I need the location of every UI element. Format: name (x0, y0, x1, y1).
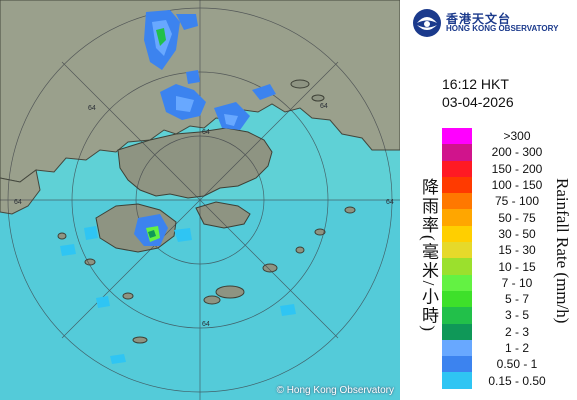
legend-row: >300 (442, 128, 562, 145)
legend-row: 1 - 2 (442, 339, 562, 357)
legend-swatch (442, 372, 472, 389)
legend-range-label: 2 - 3 (504, 324, 529, 339)
legend-range-label: 7 - 10 (501, 275, 533, 290)
legend-swatch (442, 209, 472, 226)
legend-swatch (442, 323, 472, 340)
legend-title-english: Rainfall Rate (mm/h) (553, 178, 572, 324)
legend-swatch (442, 274, 472, 291)
legend-swatch (442, 160, 472, 177)
hko-logo: 香港天文台 HONG KONG OBSERVATORY (412, 8, 558, 38)
legend-range-label: 0.15 - 0.50 (488, 373, 546, 388)
legend-range-label: 75 - 100 (494, 194, 540, 209)
legend-swatch (442, 242, 472, 259)
legend-row: 75 - 100 (442, 193, 562, 210)
legend-swatch (442, 176, 472, 194)
legend-swatch (442, 128, 472, 145)
range-label: 64 (202, 129, 210, 136)
legend-range-label: 1 - 2 (504, 341, 529, 355)
radar-image: 64 64 64 64 64 64 (0, 0, 400, 400)
hko-emblem-icon (413, 9, 441, 37)
range-label: 64 (14, 199, 22, 206)
legend-title-chinese: 降雨率(毫米/小時) (419, 178, 438, 334)
legend-row: 200 - 300 (442, 144, 562, 161)
range-label: 64 (202, 321, 210, 328)
legend-range-label: 15 - 30 (498, 243, 536, 258)
legend-range-label: 50 - 75 (498, 210, 536, 225)
legend-swatch (442, 307, 472, 324)
legend-swatch (442, 193, 472, 210)
range-label: 64 (386, 199, 394, 206)
legend-range-label: 100 - 150 (491, 178, 543, 193)
timestamp: 16:12 HKT 03-04-2026 (442, 76, 514, 111)
legend-swatch (442, 258, 472, 275)
copyright-text: © Hong Kong Observatory (276, 385, 394, 396)
legend-swatch (442, 225, 472, 243)
legend-range-label: 150 - 200 (491, 161, 543, 176)
range-label: 64 (320, 103, 328, 110)
time-label: 16:12 HKT (442, 76, 509, 92)
rain-echoes (60, 10, 296, 364)
legend-range-label: 30 - 50 (498, 226, 536, 241)
radar-map: 64 64 64 64 64 64 (0, 0, 400, 400)
legend-row: 15 - 30 (442, 242, 562, 259)
legend-range-label: >300 (503, 129, 531, 144)
legend-range-label: 3 - 5 (504, 308, 529, 323)
legend-row: 100 - 150 (442, 176, 562, 194)
legend-row: 2 - 3 (442, 323, 562, 340)
legend-swatch (442, 356, 472, 373)
date-label: 03-04-2026 (442, 93, 514, 110)
range-rings (0, 0, 400, 400)
logo-english-name: HONG KONG OBSERVATORY (446, 24, 559, 34)
legend-range-label: 10 - 15 (498, 259, 536, 274)
legend-range-label: 200 - 300 (491, 145, 543, 160)
legend-swatch (442, 290, 472, 308)
legend-row: 3 - 5 (442, 307, 562, 324)
legend-row: 5 - 7 (442, 290, 562, 308)
range-label: 64 (88, 105, 96, 112)
legend-row: 30 - 50 (442, 225, 562, 243)
legend-range-label: 5 - 7 (504, 292, 529, 307)
logo-chinese-name: 香港天文台 (446, 11, 512, 26)
legend-row: 50 - 75 (442, 209, 562, 226)
legend-row: 7 - 10 (442, 274, 562, 291)
legend-range-label: 0.50 - 1 (496, 357, 538, 372)
legend-row: 150 - 200 (442, 160, 562, 177)
western-coast (0, 169, 41, 215)
legend-swatch (442, 144, 472, 161)
hk-island (195, 201, 251, 229)
rainfall-legend: >300 200 - 300 150 - 200 100 - 150 75 - 100 5… (442, 128, 562, 389)
info-panel: 香港天文台 HONG KONG OBSERVATORY 16:12 HKT 03… (400, 0, 577, 400)
legend-row: 10 - 15 (442, 258, 562, 275)
legend-swatch (442, 339, 472, 357)
legend-row: 0.15 - 0.50 (442, 372, 562, 389)
legend-row: 0.50 - 1 (442, 356, 562, 373)
outlying-islands (57, 79, 356, 344)
